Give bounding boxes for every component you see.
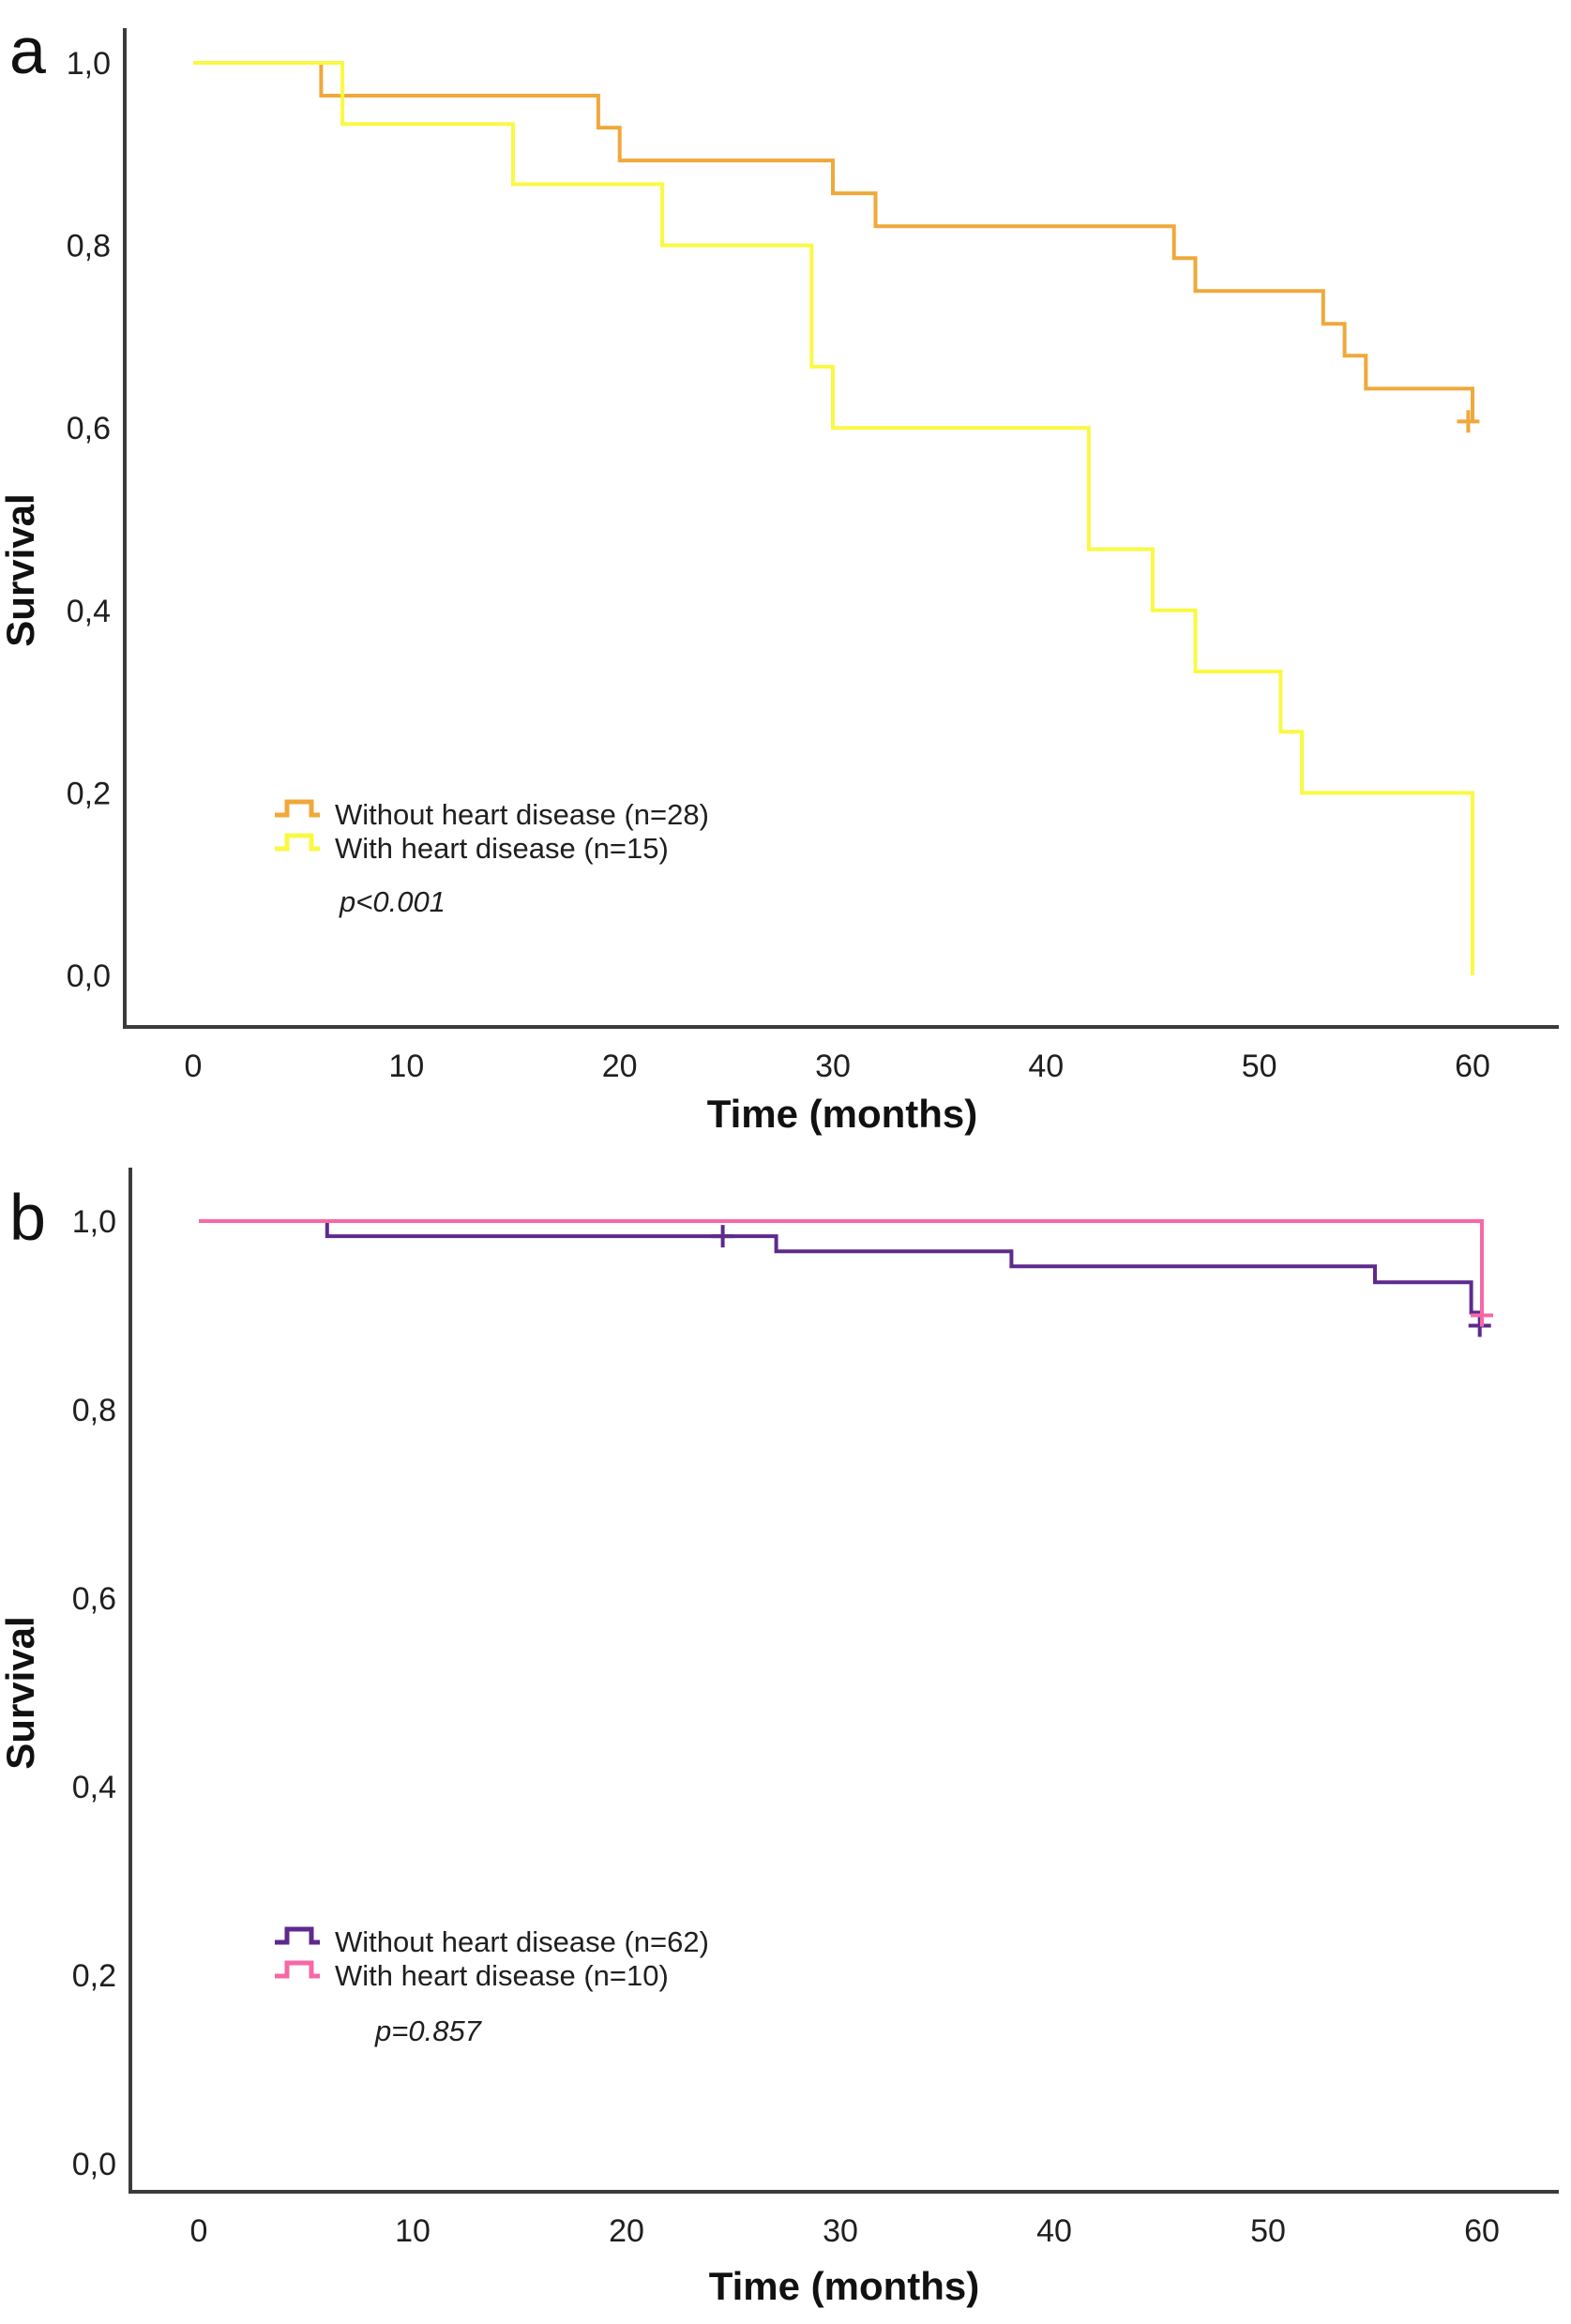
legend-key-step-icon	[275, 1960, 320, 1979]
x-tick-label-b: 0	[190, 2213, 208, 2249]
x-tick-label-a: 60	[1455, 1049, 1490, 1084]
censor-mark	[711, 1225, 734, 1248]
x-tick-label-a: 50	[1242, 1049, 1277, 1084]
legend-key-step-icon	[275, 833, 320, 852]
legend-key-step-icon	[275, 799, 320, 818]
y-tick-label-b: 0,6	[72, 1581, 116, 1617]
y-tick-label-b: 0,8	[72, 1393, 116, 1428]
y-tick-label-b: 1,0	[72, 1204, 116, 1240]
censor-mark	[1468, 1314, 1491, 1337]
legend-label-a: With heart disease (n=15)	[335, 832, 669, 865]
x-tick-label-b: 10	[395, 2213, 431, 2249]
panel-a: 1,0 0,8 0,6 0,4 0,2 0,0 0 10 20 30 40 50 60 Time (mon…	[0, 14, 1559, 1136]
x-tick-label-b: 60	[1464, 2213, 1500, 2249]
y-tick-label-b: 0,2	[72, 1958, 116, 1994]
legend-key-step-icon	[275, 1926, 320, 1945]
km-curve-b-series-1	[199, 1219, 1484, 1316]
x-axis-title-b: Time (months)	[709, 2264, 980, 2308]
legend-label-a: Without heart disease (n=28)	[335, 798, 709, 831]
x-tick-label-a: 10	[388, 1049, 424, 1084]
y-tick-label-a: 0,0	[67, 958, 111, 994]
panel-letter-a: a	[9, 14, 46, 87]
y-tick-label-a: 0,6	[67, 411, 111, 446]
p-value-label-a: p<0.001	[339, 885, 446, 918]
x-tick-label-b: 40	[1036, 2213, 1072, 2249]
legend-a: Without heart disease (n=28)With heart d…	[275, 798, 709, 865]
censor-mark	[1471, 1304, 1493, 1327]
x-tick-label-b: 20	[609, 2213, 644, 2249]
y-tick-label-b: 0,4	[72, 1770, 116, 1805]
y-tick-label-a: 0,4	[67, 594, 111, 629]
y-axis-title-b: Survival	[0, 1616, 42, 1769]
x-axis-title-a: Time (months)	[707, 1092, 978, 1136]
y-tick-label-a: 0,2	[67, 776, 111, 811]
x-tick-label-b: 50	[1250, 2213, 1286, 2249]
panel-letter-b: b	[9, 1181, 46, 1254]
km-curve-a-series-1	[193, 61, 1474, 975]
panel-b: 1,0 0,8 0,6 0,4 0,2 0,0 0 10 20 30 40 50 60 Time (mon…	[0, 1168, 1559, 2308]
x-tick-label-a: 30	[815, 1049, 851, 1084]
y-axis-title-a: Survival	[0, 493, 42, 646]
x-tick-label-a: 40	[1028, 1049, 1064, 1084]
legend-b: Without heart disease (n=62)With heart d…	[275, 1925, 709, 1992]
censor-mark	[1457, 410, 1480, 433]
x-tick-label-a: 0	[185, 1049, 203, 1084]
y-tick-label-a: 0,8	[67, 229, 111, 264]
km-curve-b-series-0	[199, 1219, 1482, 1315]
legend-label-b: Without heart disease (n=62)	[335, 1925, 709, 1958]
km-curve-a-series-0	[193, 61, 1474, 422]
y-tick-label-b: 0,0	[72, 2147, 116, 2182]
legend-label-b: With heart disease (n=10)	[335, 1959, 669, 1992]
x-tick-label-a: 20	[602, 1049, 638, 1084]
y-tick-label-a: 1,0	[67, 46, 111, 82]
p-value-label-b: p=0.857	[374, 2015, 483, 2047]
x-tick-label-b: 30	[823, 2213, 858, 2249]
